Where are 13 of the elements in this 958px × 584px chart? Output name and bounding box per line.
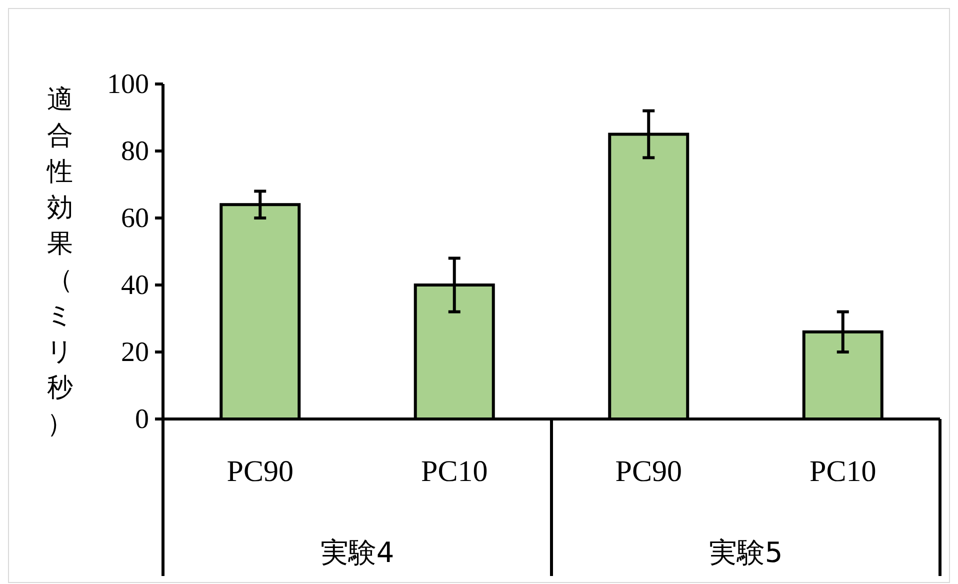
text: 実験4 — [320, 536, 394, 569]
y-tick-label: 60 — [121, 203, 149, 234]
y-tick-label: 100 — [107, 69, 149, 100]
x-tick-label: PC10 — [421, 455, 488, 488]
y-tick-label: 0 — [135, 404, 149, 435]
y-tick-label: 20 — [121, 337, 149, 368]
x-tick-label: PC90 — [226, 455, 294, 488]
y-tick-label: 80 — [121, 136, 149, 167]
x-tick-label: PC10 — [810, 455, 876, 488]
text: 適合性効果（ミリ秒） — [46, 85, 74, 439]
text: 実験5 — [708, 536, 783, 569]
x-tick-label: PC90 — [615, 455, 682, 488]
y-tick-label: 40 — [121, 270, 149, 301]
